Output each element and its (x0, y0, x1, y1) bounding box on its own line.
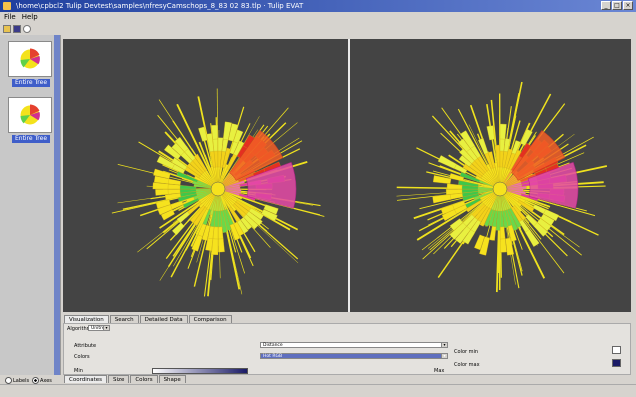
chevron-down-icon: ▾ (103, 326, 109, 330)
tree-node (500, 124, 506, 139)
window-controls: _ □ × (601, 1, 633, 10)
bottom-tabs-row: Coordinates Size Colors Shape (64, 375, 187, 384)
algorithm-select[interactable]: Unitree ▾ (88, 325, 110, 331)
tabs-row: Visualization Search Detailed Data Compa… (64, 315, 233, 323)
min-label: Min (74, 368, 83, 374)
status-bar (0, 384, 636, 397)
axes-option[interactable]: Axes (32, 377, 52, 384)
tree-node (493, 182, 507, 196)
close-button[interactable]: × (623, 1, 633, 10)
axes-radio[interactable] (32, 377, 39, 384)
colors-value: Hot RGB (263, 354, 282, 359)
minimize-button[interactable]: _ (601, 1, 611, 10)
window-title: \home\cpbcl2 Tulip Devtest\samples\nfres… (16, 0, 303, 12)
toolbar (0, 23, 636, 35)
attribute-select[interactable]: Distance ▾ (260, 342, 448, 348)
tree-node (490, 226, 497, 240)
chevron-down-icon: ▾ (441, 343, 447, 347)
attribute-value: Distance (263, 343, 283, 348)
save-icon[interactable] (13, 25, 21, 33)
chevron-down-icon: ▾ (441, 354, 447, 358)
title-bar: \home\cpbcl2 Tulip Devtest\samples\nfres… (0, 0, 636, 12)
color-gradient-bar (152, 368, 248, 374)
sidebar-item-entire-tree-2[interactable]: Entire Tree (12, 135, 50, 143)
radial-tree-left (63, 39, 348, 312)
labels-option[interactable]: Labels (5, 377, 29, 384)
tree-view-left[interactable] (63, 39, 348, 312)
radial-thumbnail (9, 42, 51, 76)
menu-help[interactable]: Help (22, 12, 38, 23)
labels-radio[interactable] (5, 377, 12, 384)
menu-bar: File Help (0, 12, 636, 23)
tree-node (211, 182, 225, 196)
color-min-swatch[interactable] (612, 346, 621, 354)
sidebar-thumbnail-2[interactable] (8, 97, 52, 133)
tab-coordinates[interactable]: Coordinates (64, 375, 107, 383)
tree-node (218, 239, 224, 252)
max-label: Max (434, 368, 444, 374)
tab-comparison[interactable]: Comparison (189, 315, 232, 323)
color-min-label: Color min (454, 349, 478, 355)
tree-node (487, 126, 495, 141)
colors-label: Colors (74, 354, 90, 360)
tab-visualization[interactable]: Visualization (64, 315, 109, 323)
maximize-button[interactable]: □ (612, 1, 622, 10)
attribute-label: Attribute (74, 343, 96, 349)
tree-node (478, 138, 488, 154)
zoom-icon[interactable] (23, 25, 31, 33)
settings-panel: Algorithm Unitree ▾ Attribute Distance ▾… (63, 323, 631, 375)
radial-tree-right (350, 39, 631, 312)
app-icon (3, 2, 11, 10)
color-max-label: Color max (454, 362, 480, 368)
tab-shape[interactable]: Shape (159, 375, 186, 383)
sidebar-item-entire-tree-1[interactable]: Entire Tree (12, 79, 50, 87)
open-icon[interactable] (3, 25, 11, 33)
radial-thumbnail (9, 98, 51, 132)
menu-file[interactable]: File (4, 12, 16, 23)
tab-search[interactable]: Search (110, 315, 139, 323)
colors-select[interactable]: Hot RGB ▾ (260, 353, 448, 359)
sidebar-scrollbar[interactable] (54, 35, 60, 375)
color-max-swatch[interactable] (612, 359, 621, 367)
tab-size[interactable]: Size (108, 375, 129, 383)
tree-view-right[interactable] (350, 39, 631, 312)
tab-colors[interactable]: Colors (130, 375, 157, 383)
sidebar-thumbnail-1[interactable] (8, 41, 52, 77)
sidebar: Entire Tree Entire Tree (0, 35, 61, 375)
tab-detailed-data[interactable]: Detailed Data (140, 315, 188, 323)
